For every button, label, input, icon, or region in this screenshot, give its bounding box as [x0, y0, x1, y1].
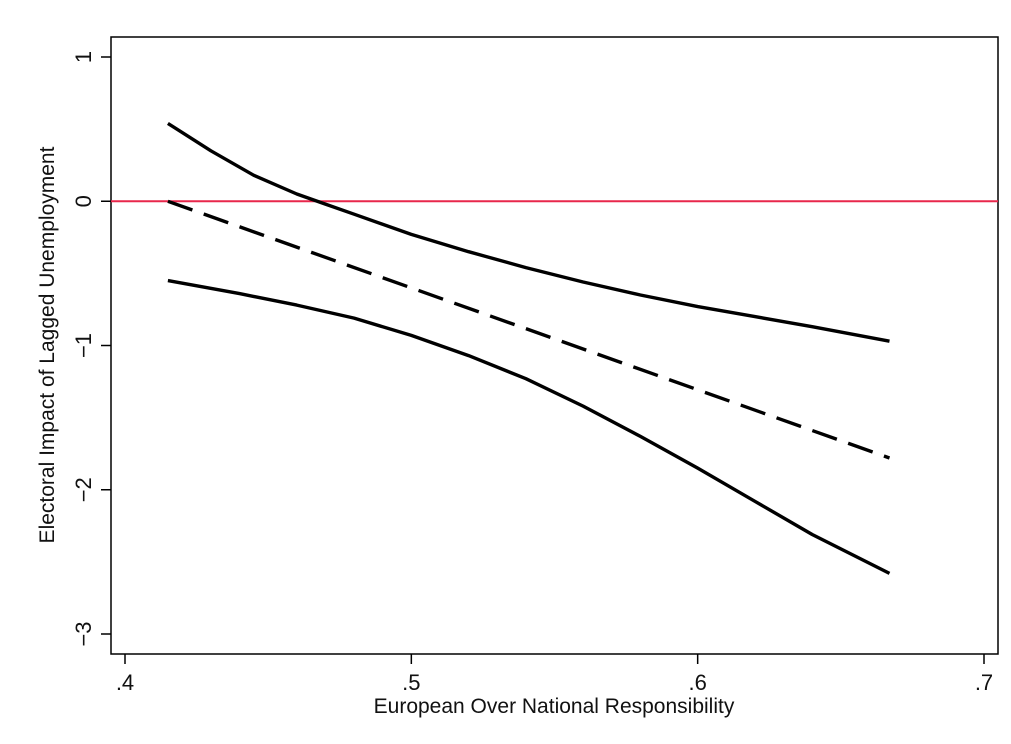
series-layer — [166, 121, 891, 575]
lower-bound-line — [167, 278, 891, 575]
y-tick-label: 0 — [71, 195, 96, 207]
x-tick-label: .7 — [975, 670, 993, 695]
x-tick-label: .5 — [402, 670, 420, 695]
x-axis-title: European Over National Responsibility — [374, 695, 735, 718]
y-axis-title: Electoral Impact of Lagged Unemployment — [36, 146, 59, 543]
x-tick-label: .4 — [116, 670, 134, 695]
estimate-line — [167, 199, 891, 460]
x-tick-label: .6 — [688, 670, 706, 695]
y-tick-label: −2 — [71, 477, 96, 502]
x-axis: .4 .5 .6 .7 — [116, 654, 993, 695]
y-tick-label: −3 — [71, 621, 96, 646]
upper-bound-line — [166, 121, 890, 343]
y-tick-label: −1 — [71, 333, 96, 358]
y-tick-label: 1 — [71, 51, 96, 63]
y-axis: −3 −2 −1 0 1 — [71, 51, 111, 647]
